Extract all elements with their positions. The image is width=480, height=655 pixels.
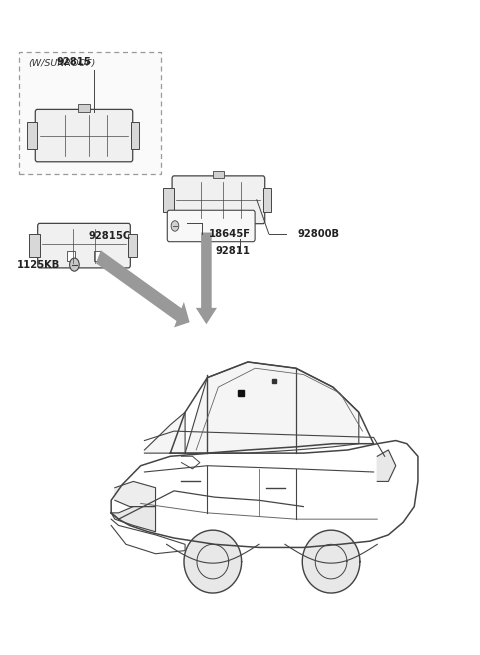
Text: (W/SUNROOF): (W/SUNROOF) xyxy=(28,59,95,68)
Text: 92800B: 92800B xyxy=(298,229,340,239)
FancyBboxPatch shape xyxy=(19,52,161,174)
Circle shape xyxy=(171,221,179,231)
Circle shape xyxy=(70,258,79,271)
Polygon shape xyxy=(377,450,396,481)
Bar xyxy=(131,122,139,149)
Bar xyxy=(213,171,224,179)
Bar xyxy=(67,251,75,261)
Polygon shape xyxy=(302,530,360,593)
Bar xyxy=(29,234,39,257)
Polygon shape xyxy=(96,250,190,328)
Bar xyxy=(163,188,174,212)
Polygon shape xyxy=(144,412,185,453)
FancyBboxPatch shape xyxy=(37,223,130,268)
Text: 18645F: 18645F xyxy=(209,229,251,239)
Text: 92815C: 92815C xyxy=(89,231,131,241)
Polygon shape xyxy=(185,362,359,453)
Bar xyxy=(78,104,90,112)
Text: 92815: 92815 xyxy=(57,57,92,67)
Polygon shape xyxy=(184,530,241,593)
Text: 1125KB: 1125KB xyxy=(17,259,60,270)
FancyBboxPatch shape xyxy=(168,210,255,242)
Polygon shape xyxy=(115,481,156,506)
Polygon shape xyxy=(196,233,217,324)
Bar xyxy=(128,234,137,257)
Bar xyxy=(94,251,101,261)
FancyBboxPatch shape xyxy=(35,109,132,162)
Bar xyxy=(263,188,272,212)
Text: 92811: 92811 xyxy=(216,246,251,256)
Polygon shape xyxy=(111,506,156,532)
Bar xyxy=(26,122,37,149)
FancyBboxPatch shape xyxy=(172,176,265,224)
